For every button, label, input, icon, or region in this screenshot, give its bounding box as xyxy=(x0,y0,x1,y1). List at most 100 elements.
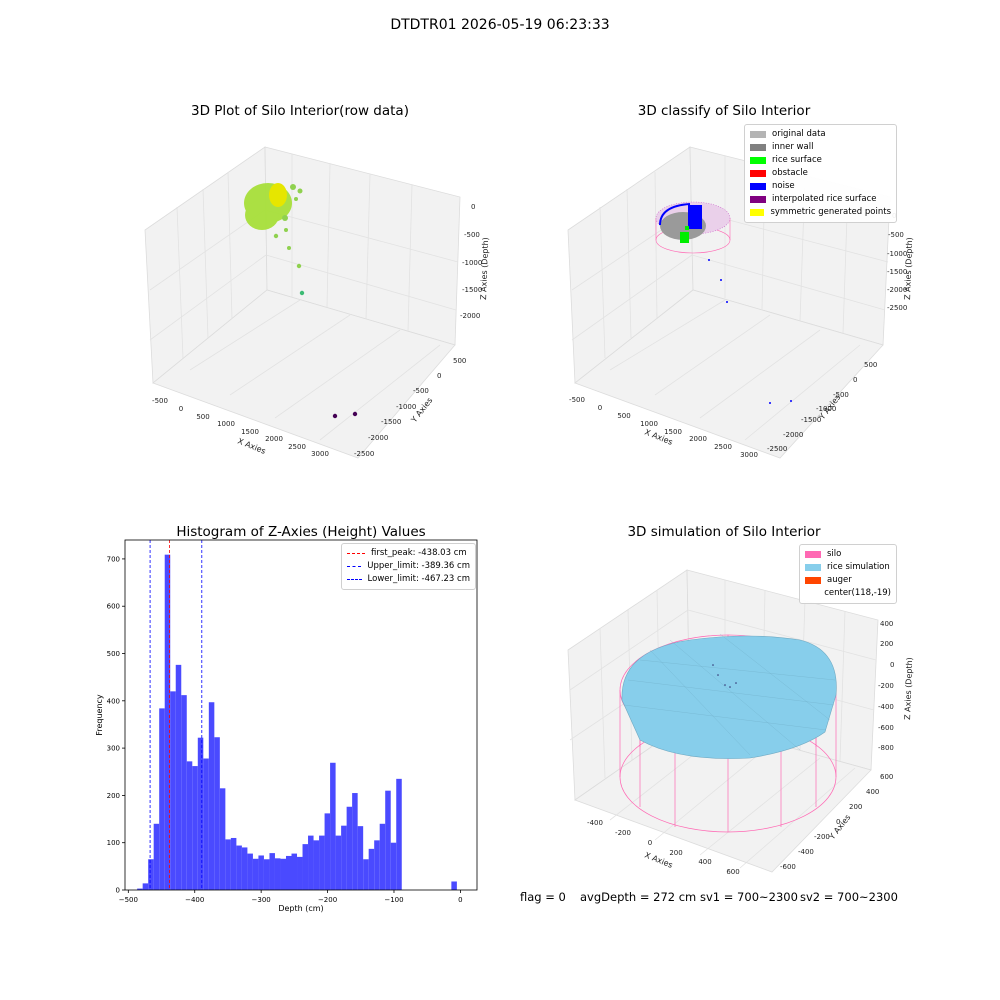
svg-text:2500: 2500 xyxy=(714,443,732,451)
hist-bar xyxy=(142,883,149,890)
hist-bar xyxy=(225,839,231,890)
svg-text:2000: 2000 xyxy=(265,435,283,443)
hist-ytick-label: 100 xyxy=(107,839,120,847)
svg-text:0: 0 xyxy=(836,818,840,826)
hist-title: Histogram of Z-Axies (Height) Values xyxy=(176,524,426,540)
hist-legend: first_peak: -438.03 cm Upper_limit: -389… xyxy=(341,543,476,590)
svg-text:500: 500 xyxy=(617,412,630,420)
hist-bar xyxy=(170,691,176,890)
svg-text:-500: -500 xyxy=(413,387,429,395)
svg-text:500: 500 xyxy=(864,361,877,369)
hist-bar xyxy=(269,853,275,890)
legend-entry: inner wall xyxy=(750,141,891,154)
hist-bar xyxy=(357,826,364,890)
hist-bar xyxy=(302,844,309,890)
hist-bar xyxy=(324,813,331,890)
svg-text:-500: -500 xyxy=(888,231,904,239)
plot4-legend: silo rice simulation auger center(118,-1… xyxy=(799,544,897,604)
hist-bar xyxy=(274,858,281,890)
plot2-3d-axes: -500 0 500 1000 1500 2000 2500 3000 500 0 -500… xyxy=(567,146,914,459)
svg-text:-400: -400 xyxy=(798,848,814,856)
svg-text:200: 200 xyxy=(669,849,682,857)
svg-text:1500: 1500 xyxy=(664,428,682,436)
legend-swatch xyxy=(805,590,819,597)
plot1-3d-axes: -500 0 500 1000 1500 2000 2500 3000 500 0 -500… xyxy=(144,146,490,459)
legend-entry: symmetric generated points xyxy=(750,206,891,219)
legend-label: noise xyxy=(772,181,795,191)
hist-bar xyxy=(451,881,457,890)
hist-bar xyxy=(258,855,264,890)
svg-text:Z Axies (Depth): Z Axies (Depth) xyxy=(479,237,490,300)
svg-text:0: 0 xyxy=(890,661,894,669)
hist-bar xyxy=(230,837,237,890)
svg-text:1000: 1000 xyxy=(640,420,658,428)
svg-text:-1000: -1000 xyxy=(887,250,907,258)
legend-swatch xyxy=(750,183,766,190)
legend-label: rice simulation xyxy=(827,562,890,572)
svg-text:-2000: -2000 xyxy=(783,431,803,439)
svg-text:-200: -200 xyxy=(814,833,830,841)
hist-bar xyxy=(252,858,259,890)
hist-bar xyxy=(153,823,160,890)
hist-xtick-label: −500 xyxy=(119,896,138,904)
hist-ylabel: Frequency xyxy=(95,694,104,736)
hist-bar xyxy=(308,835,314,890)
svg-text:0: 0 xyxy=(437,372,441,380)
hist-bar xyxy=(352,793,358,890)
svg-text:-1500: -1500 xyxy=(887,268,907,276)
hist-xlabel: Depth (cm) xyxy=(278,904,323,913)
hist-bar xyxy=(263,859,270,890)
hist-bar xyxy=(137,888,143,890)
legend-label: original data xyxy=(772,129,826,139)
histogram-plot: −500 −400 −300 −200 −100 0 0 100 200 300 400 500 60… xyxy=(95,539,478,913)
svg-text:-2500: -2500 xyxy=(354,450,374,458)
svg-text:400: 400 xyxy=(698,858,711,866)
legend-label: interpolated rice surface xyxy=(772,194,877,204)
legend-entry: center(118,-19) xyxy=(805,587,891,600)
svg-text:-2000: -2000 xyxy=(887,286,907,294)
hist-bar xyxy=(280,858,286,890)
hist-bar xyxy=(297,856,303,890)
svg-text:-2000: -2000 xyxy=(368,434,388,442)
plot1-title: 3D Plot of Silo Interior(row data) xyxy=(191,103,409,119)
rice-surface xyxy=(621,635,837,759)
legend-label: inner wall xyxy=(772,142,814,152)
legend-label: symmetric generated points xyxy=(770,207,891,217)
svg-text:200: 200 xyxy=(880,640,893,648)
legend-entry: original data xyxy=(750,128,891,141)
svg-text:0: 0 xyxy=(853,376,857,384)
svg-text:-500: -500 xyxy=(464,231,480,239)
legend-label: Upper_limit: -389.36 cm xyxy=(367,561,470,571)
legend-label: rice surface xyxy=(772,155,822,165)
hist-bar xyxy=(236,845,242,890)
svg-text:-500: -500 xyxy=(569,396,585,404)
svg-text:0: 0 xyxy=(598,404,602,412)
svg-text:600: 600 xyxy=(880,773,893,781)
hist-bar xyxy=(385,790,391,890)
svg-text:-1000: -1000 xyxy=(396,403,416,411)
hist-bar xyxy=(197,737,204,890)
hist-bar xyxy=(341,825,347,890)
svg-text:-800: -800 xyxy=(878,744,894,752)
legend-label: auger xyxy=(827,575,852,585)
svg-text:0: 0 xyxy=(471,203,475,211)
svg-text:3000: 3000 xyxy=(311,450,329,458)
hist-ytick-label: 500 xyxy=(107,650,120,658)
legend-swatch xyxy=(750,144,766,151)
hist-bar xyxy=(390,842,397,890)
legend-swatch xyxy=(750,170,766,177)
legend-label: center(118,-19) xyxy=(824,588,891,598)
hist-bar xyxy=(214,737,220,890)
hist-bar xyxy=(291,853,298,890)
hist-ytick-label: 200 xyxy=(107,792,120,800)
hist-xtick-label: −100 xyxy=(384,896,403,904)
legend-entry: rice simulation xyxy=(805,561,891,574)
legend-entry: obstacle xyxy=(750,167,891,180)
legend-line xyxy=(347,553,365,554)
hist-bar xyxy=(285,855,292,890)
svg-text:-500: -500 xyxy=(833,391,849,399)
svg-text:2000: 2000 xyxy=(689,435,707,443)
svg-text:2500: 2500 xyxy=(288,443,306,451)
svg-text:-2500: -2500 xyxy=(767,445,787,453)
flag-text: flag = 0 xyxy=(520,890,566,904)
